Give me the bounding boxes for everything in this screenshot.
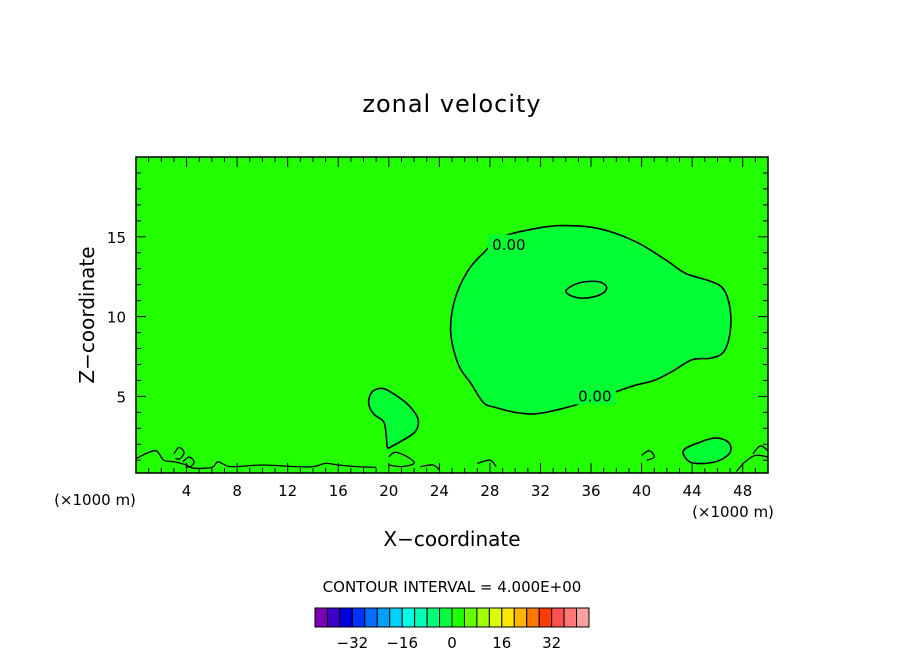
x-tick-label: 36: [581, 482, 600, 500]
x-axis-ticks: 4 8 12 16 20 24 28 32 36 40 44 48: [148, 157, 756, 500]
colorbar-tick-label: 0: [447, 634, 457, 652]
bottom-contour-line: [388, 451, 415, 468]
colorbar-swatch: [463, 607, 478, 628]
main-positive-region: [449, 224, 732, 415]
colorbar-swatch: [326, 607, 341, 628]
x-axis-label: X−coordinate: [383, 527, 520, 551]
colorbar-tick-label: −32: [337, 634, 369, 652]
x-tick-label: 4: [182, 482, 192, 500]
x-tick-label: 40: [632, 482, 651, 500]
colorbar-swatch: [526, 607, 540, 628]
x-tick-label: 44: [683, 482, 702, 500]
bottom-contour-line: [477, 459, 497, 468]
x-tick-label: 8: [232, 482, 242, 500]
colorbar-tick-label: 32: [542, 634, 561, 652]
colorbar-tick-label: −16: [386, 634, 418, 652]
colorbar-swatch: [414, 607, 428, 628]
bottom-contour-line: [420, 464, 440, 471]
colorbar-swatch: [563, 607, 578, 628]
y-tick-label: 15: [107, 229, 126, 247]
contour-label-bg: [487, 234, 530, 253]
y-tick-label: 10: [107, 309, 126, 327]
x-tick-label: 20: [379, 482, 398, 500]
contour-label: 0.00: [492, 236, 525, 254]
colorbar-swatch: [351, 607, 366, 628]
colorbar-swatch: [476, 607, 490, 628]
y-axis-label: Z−coordinate: [75, 246, 99, 383]
colorbar-swatch: [426, 607, 441, 628]
colorbar-swatch: [576, 607, 590, 628]
y-tick-label: 5: [116, 388, 126, 406]
bottom-contour-line: [641, 450, 655, 461]
inner-high-region: [565, 280, 608, 299]
colorbar-swatch: [551, 607, 565, 628]
x-tick-label: 28: [480, 482, 499, 500]
x-unit-right: (×1000 m): [692, 503, 774, 521]
bottom-contour-line: [735, 454, 769, 472]
colorbar: −32 −16 0 16 32: [314, 607, 590, 652]
colorbar-swatch: [451, 607, 465, 628]
x-tick-label: 16: [329, 482, 348, 500]
bottom-contour-line: [135, 450, 377, 470]
colorbar-swatch: [339, 607, 353, 628]
x-tick-label: 32: [531, 482, 550, 500]
colorbar-swatch: [364, 607, 378, 628]
colorbar-swatch: [314, 607, 328, 628]
colorbar-swatch: [501, 607, 515, 628]
colorbar-swatch: [376, 607, 391, 628]
x-tick-label: 12: [278, 482, 297, 500]
bottom-contour-line: [752, 445, 769, 455]
colorbar-swatch: [389, 607, 403, 628]
colorbar-swatch: [488, 607, 503, 628]
x-unit-left: (×1000 m): [54, 491, 136, 509]
colorbar-swatch: [401, 607, 416, 628]
x-tick-label: 48: [733, 482, 752, 500]
bottom-contour-line: [182, 456, 195, 468]
colorbar-tick-label: 16: [492, 634, 511, 652]
contour-label: 0.00: [578, 387, 611, 405]
y-axis-ticks: 5 10 15: [107, 172, 768, 461]
x-tick-label: 24: [430, 482, 449, 500]
contour-interval-label: CONTOUR INTERVAL = 4.000E+00: [323, 578, 582, 596]
colorbar-swatch: [538, 607, 553, 628]
contour-label-bg: [573, 386, 616, 405]
plot-area: 0.00 0.00: [135, 156, 769, 474]
right-low-positive-region: [682, 437, 732, 465]
colorbar-swatch: [513, 607, 528, 628]
chart-title: zonal velocity: [362, 90, 541, 118]
low-left-positive-region: [367, 387, 420, 449]
bottom-contour-line: [173, 446, 185, 460]
colorbar-swatch: [439, 607, 453, 628]
